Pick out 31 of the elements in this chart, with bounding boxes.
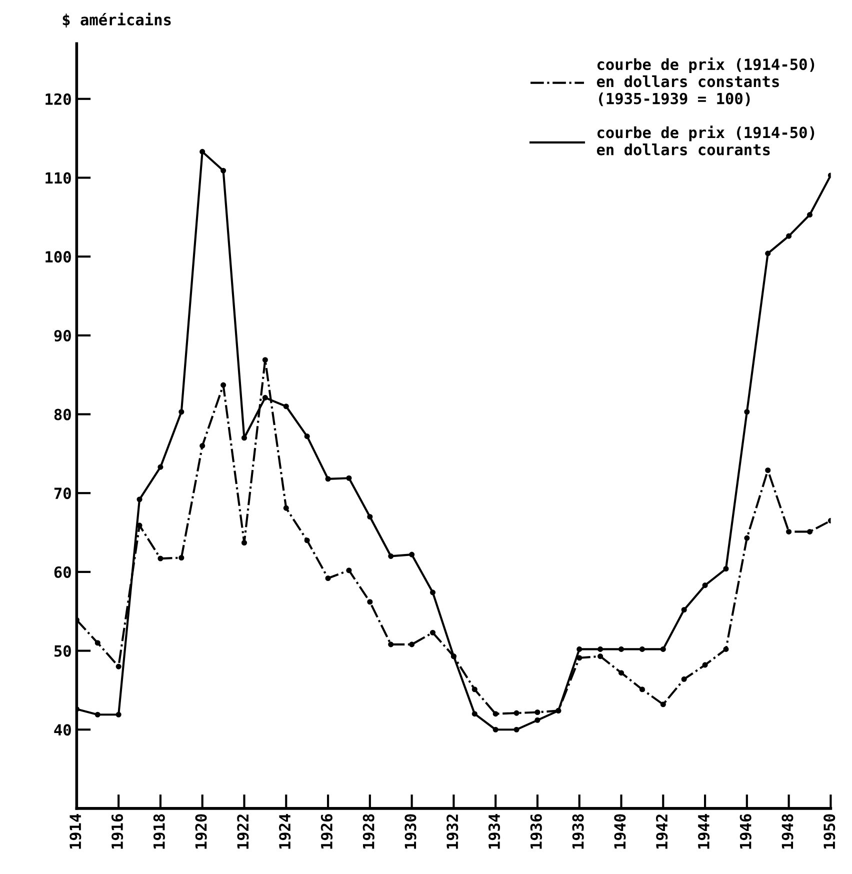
x-tick-label: 1936 — [530, 814, 542, 849]
y-tick-label: 50 — [54, 645, 71, 657]
x-tick-label: 1918 — [153, 814, 165, 849]
x-tick-label: 1940 — [614, 814, 626, 849]
x-tick-label: 1950 — [824, 814, 836, 849]
x-tick-label: 1944 — [698, 814, 710, 849]
x-tick-label: 1948 — [782, 814, 794, 849]
y-tick-label: 70 — [54, 488, 71, 500]
x-tick-label: 1926 — [320, 814, 333, 849]
x-tick-label: 1930 — [404, 814, 416, 849]
x-tick-label: 1928 — [362, 814, 374, 849]
x-tick-label: 1920 — [195, 814, 207, 849]
x-tick-label: 1932 — [446, 814, 458, 849]
x-tick-label: 1916 — [111, 814, 124, 849]
y-tick-label: 110 — [46, 172, 71, 184]
x-tick-label: 1914 — [70, 814, 82, 849]
x-tick-label: 1946 — [740, 814, 752, 849]
y-tick-label: 100 — [46, 251, 71, 263]
x-tick-label: 1942 — [656, 814, 668, 849]
y-tick-label: 120 — [46, 93, 71, 105]
y-axis-title: $ américains — [62, 12, 171, 28]
y-tick-label: 90 — [54, 330, 71, 342]
y-tick-label: 40 — [54, 724, 71, 736]
legend-label: courbe de prix (1914-50) en dollars courants — [596, 126, 814, 156]
x-tick-label: 1924 — [279, 814, 291, 849]
legend-label: courbe de prix (1914-50) en dollars constants (1935-1939 = 100) — [596, 57, 814, 106]
y-tick-label: 80 — [54, 408, 71, 420]
x-tick-label: 1938 — [572, 814, 584, 849]
x-tick-label: 1922 — [237, 814, 249, 849]
y-tick-label: 60 — [54, 566, 71, 578]
x-tick-label: 1934 — [488, 814, 500, 849]
